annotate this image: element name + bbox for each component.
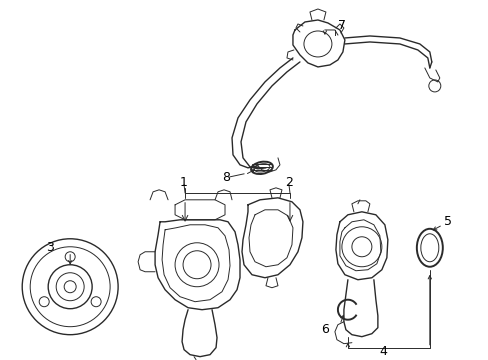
Text: 2: 2 xyxy=(285,176,292,189)
Text: 7: 7 xyxy=(337,19,345,32)
Text: 6: 6 xyxy=(320,323,328,336)
Text: 3: 3 xyxy=(46,241,54,254)
Text: 5: 5 xyxy=(443,215,451,228)
Text: 8: 8 xyxy=(222,171,229,184)
Text: 1: 1 xyxy=(180,176,187,189)
Text: 4: 4 xyxy=(378,345,386,358)
